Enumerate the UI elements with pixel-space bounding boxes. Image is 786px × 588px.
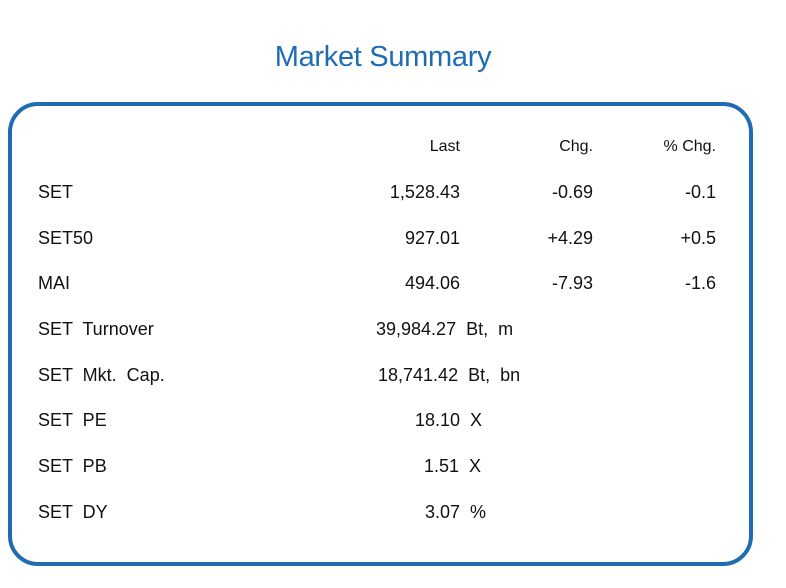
column-header-last: Last — [429, 138, 460, 155]
stat-value-pb: 1.51 X — [424, 456, 482, 476]
index-pct-chg-mai: -1.6 — [684, 273, 716, 293]
stat-value-mkt-cap: 18,741.42 Bt, bn — [378, 365, 521, 385]
index-last-set50: 927.01 — [404, 228, 460, 248]
index-chg-mai: -7.93 — [551, 273, 593, 293]
stat-value-pe: 18.10 X — [415, 410, 483, 430]
stat-name-pe: SET PE — [38, 410, 107, 430]
index-name-mai: MAI — [38, 273, 71, 293]
column-header-chg: Chg. — [559, 138, 593, 155]
stat-name-pb: SET PB — [38, 456, 107, 476]
index-chg-set: -0.69 — [551, 182, 593, 202]
index-pct-chg-set50: +0.5 — [680, 228, 716, 248]
stat-value-dy: 3.07 % — [425, 502, 487, 522]
stat-name-mkt-cap: SET Mkt. Cap. — [38, 365, 165, 385]
index-last-mai: 494.06 — [404, 273, 460, 293]
index-pct-chg-set: -0.1 — [684, 182, 716, 202]
index-chg-set50: +4.29 — [547, 228, 593, 248]
column-header-pct-chg: % Chg. — [663, 138, 716, 155]
index-last-set: 1,528.43 — [389, 182, 460, 202]
market-summary-panel — [8, 102, 753, 566]
index-name-set50: SET50 — [38, 228, 94, 248]
stat-value-turnover: 39,984.27 Bt, m — [376, 319, 514, 339]
stat-name-turnover: SET Turnover — [38, 319, 154, 339]
index-name-set: SET — [38, 182, 74, 202]
stat-name-dy: SET DY — [38, 502, 108, 522]
page-title: Market Summary — [274, 41, 492, 73]
